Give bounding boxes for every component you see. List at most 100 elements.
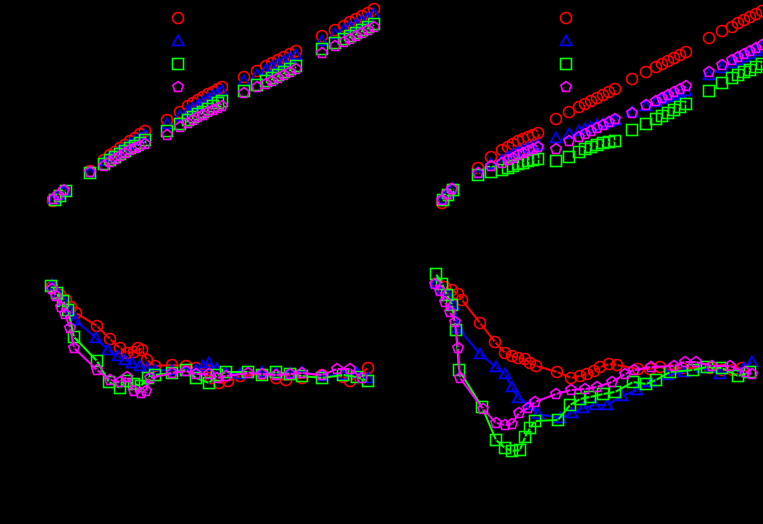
pentagon-marker-icon xyxy=(702,65,716,78)
pentagon-marker-icon xyxy=(453,371,467,384)
pentagon-marker-icon xyxy=(743,44,757,57)
circle-marker-icon xyxy=(473,316,487,330)
series-series-4 xyxy=(46,20,381,205)
pentagon-marker-icon xyxy=(160,128,174,141)
pentagon-marker-icon xyxy=(361,23,375,36)
triangle-marker-icon xyxy=(132,358,148,372)
circle-marker-icon xyxy=(529,359,543,373)
square-marker-icon xyxy=(315,371,329,385)
chart-legends xyxy=(170,11,574,93)
pentagon-marker-icon xyxy=(737,47,751,60)
pentagon-marker-icon xyxy=(655,91,669,104)
pentagon-marker-icon xyxy=(97,159,111,172)
circle-marker-icon xyxy=(580,367,594,381)
triangle-marker-icon xyxy=(124,355,140,369)
square-marker-icon xyxy=(315,42,329,56)
pentagon-marker-icon xyxy=(283,65,297,78)
circle-marker-icon xyxy=(498,346,512,360)
triangle-marker-icon xyxy=(736,49,752,63)
square-marker-icon xyxy=(649,373,663,387)
pentagon-marker-icon xyxy=(448,315,462,328)
pentagon-marker-icon xyxy=(355,371,369,384)
pentagon-marker-icon xyxy=(673,82,687,95)
square-marker-icon xyxy=(583,390,597,404)
pentagon-marker-icon xyxy=(705,359,719,372)
pentagon-marker-icon xyxy=(484,159,498,172)
pentagon-marker-icon xyxy=(58,307,72,320)
legend-top-left xyxy=(170,11,186,93)
square-marker-icon xyxy=(639,377,653,391)
pentagon-marker-icon xyxy=(440,187,454,200)
pentagon-marker-icon xyxy=(679,79,693,92)
pentagon-marker-icon xyxy=(269,368,283,381)
pentagon-marker-icon xyxy=(57,183,71,196)
triangle-marker-icon xyxy=(170,33,186,47)
square-marker-icon xyxy=(702,84,716,98)
circle-marker-icon xyxy=(550,365,564,379)
square-marker-icon xyxy=(160,124,174,138)
triangle-marker-icon xyxy=(110,348,126,362)
circle-marker-icon xyxy=(233,369,247,383)
pentagon-marker-icon xyxy=(602,115,616,128)
square-marker-icon xyxy=(755,57,763,71)
panel-bottom-right xyxy=(428,267,760,458)
circle-marker-icon xyxy=(602,85,616,99)
pentagon-marker-icon xyxy=(315,46,329,59)
pentagon-marker-icon xyxy=(562,134,576,147)
pentagon-marker-icon xyxy=(289,62,303,75)
pentagon-marker-icon xyxy=(578,382,592,395)
square-marker-icon xyxy=(269,365,283,379)
pentagon-marker-icon xyxy=(649,94,663,107)
square-marker-icon xyxy=(528,414,542,428)
pentagon-marker-icon xyxy=(498,418,512,431)
legend-top-right xyxy=(558,11,574,93)
circle-marker-icon xyxy=(140,353,154,367)
circle-marker-icon xyxy=(737,13,751,27)
triangle-marker-icon xyxy=(100,342,116,356)
pentagon-marker-icon xyxy=(433,284,447,297)
circle-marker-icon xyxy=(573,369,587,383)
pentagon-marker-icon xyxy=(295,366,309,379)
pentagon-marker-icon xyxy=(49,289,63,302)
square-marker-icon xyxy=(489,433,503,447)
pentagon-marker-icon xyxy=(445,182,459,195)
pentagon-marker-icon xyxy=(83,165,97,178)
pentagon-marker-icon xyxy=(120,370,134,383)
square-marker-icon xyxy=(173,117,187,131)
legend-item-series-4 xyxy=(171,80,185,93)
pentagon-marker-icon xyxy=(667,359,681,372)
circle-marker-icon xyxy=(655,57,669,71)
triangle-marker-icon xyxy=(488,359,504,373)
triangle-marker-icon xyxy=(530,406,546,420)
legend-item-series-3 xyxy=(559,57,573,71)
pentagon-marker-icon xyxy=(171,80,185,93)
pentagon-marker-icon xyxy=(259,77,273,90)
pentagon-marker-icon xyxy=(103,373,117,386)
triangle-marker-icon xyxy=(67,312,83,326)
pentagon-marker-icon xyxy=(528,395,542,408)
pentagon-marker-icon xyxy=(202,367,216,380)
pentagon-marker-icon xyxy=(343,362,357,375)
triangle-marker-icon xyxy=(314,33,330,47)
circle-marker-icon xyxy=(549,112,563,126)
circle-marker-icon xyxy=(559,11,573,25)
pentagon-marker-icon xyxy=(749,41,763,54)
circle-marker-icon xyxy=(593,360,607,374)
triangle-marker-icon xyxy=(159,116,175,130)
circle-marker-icon xyxy=(505,349,519,363)
circle-marker-icon xyxy=(667,51,681,65)
pentagon-marker-icon xyxy=(549,142,563,155)
legend-item-series-4 xyxy=(559,80,573,93)
pentagon-marker-icon xyxy=(63,321,77,334)
pentagon-marker-icon xyxy=(67,341,81,354)
triangle-marker-icon xyxy=(195,358,211,372)
pentagon-marker-icon xyxy=(265,74,279,87)
pentagon-marker-icon xyxy=(113,375,127,388)
triangle-marker-icon xyxy=(564,405,580,419)
pentagon-marker-icon xyxy=(330,362,344,375)
triangle-marker-icon xyxy=(117,352,133,366)
circle-marker-icon xyxy=(564,371,578,385)
pentagon-marker-icon xyxy=(627,363,641,376)
pentagon-marker-icon xyxy=(512,406,526,419)
